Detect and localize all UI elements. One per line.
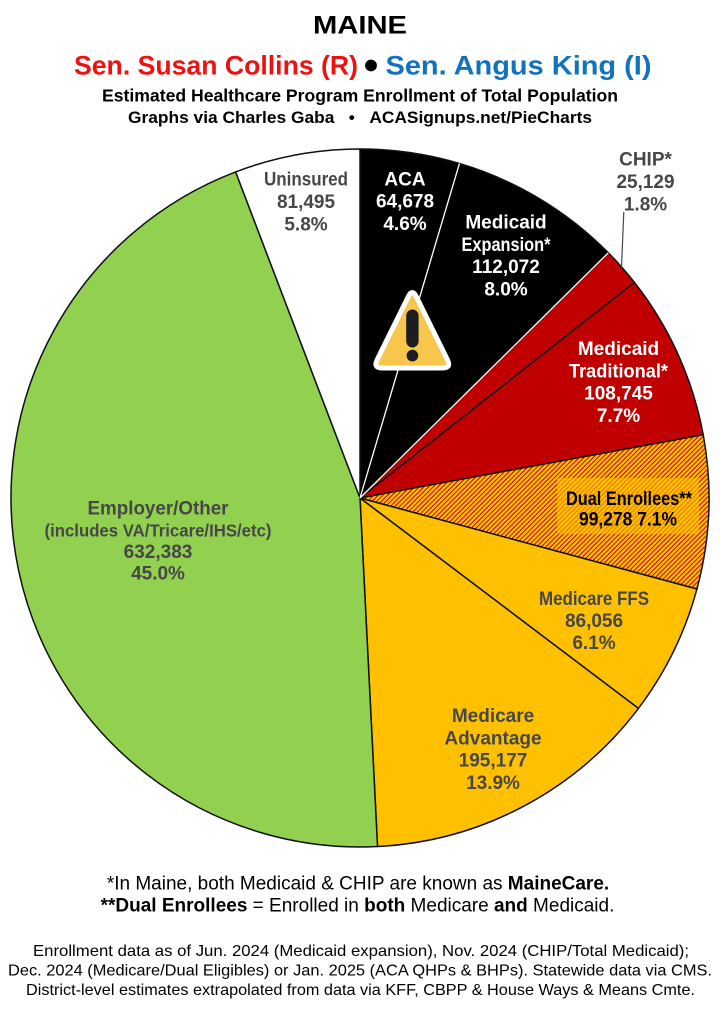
svg-text:MAINE: MAINE: [313, 12, 407, 40]
svg-text:Dec. 2024 (Medicare/Dual Eligi: Dec. 2024 (Medicare/Dual Eligibles) or J…: [8, 963, 712, 980]
svg-text:5.8%: 5.8%: [284, 214, 327, 235]
svg-text:Employer/Other: Employer/Other: [88, 499, 230, 520]
svg-text:Sen. Angus King (I): Sen. Angus King (I): [386, 51, 652, 81]
svg-text:Enrollment data as of Jun. 202: Enrollment data as of Jun. 2024 (Medicai…: [33, 943, 689, 960]
svg-text:4.6%: 4.6%: [383, 214, 426, 235]
svg-text:**Dual Enrollees = Enrolled in: **Dual Enrollees = Enrolled in both Medi…: [101, 896, 615, 917]
svg-text:25,129: 25,129: [616, 172, 674, 193]
svg-text:Medicare FFS: Medicare FFS: [539, 589, 649, 610]
svg-text:64,678: 64,678: [376, 192, 434, 213]
svg-text:*In Maine, both Medicaid & CHI: *In Maine, both Medicaid & CHIP are know…: [107, 874, 609, 895]
svg-text:Estimated Healthcare Program E: Estimated Healthcare Program Enrollment …: [102, 86, 618, 106]
svg-text:(includes VA/Tricare/IHS/etc): (includes VA/Tricare/IHS/etc): [45, 521, 272, 541]
svg-text:Traditional*: Traditional*: [569, 361, 669, 382]
svg-text:ACA: ACA: [384, 170, 425, 191]
svg-text:Graphs via Charles Gaba •: Graphs via Charles Gaba • ACASignups.net…: [128, 108, 592, 127]
svg-text:6.1%: 6.1%: [572, 633, 615, 654]
svg-text:Medicaid: Medicaid: [465, 213, 546, 234]
svg-text:13.9%: 13.9%: [466, 773, 520, 794]
svg-text:CHIP*: CHIP*: [619, 150, 672, 171]
svg-text:108,745: 108,745: [584, 384, 653, 405]
svg-text:Expansion*: Expansion*: [462, 235, 552, 256]
svg-text:Uninsured: Uninsured: [264, 170, 348, 191]
svg-text:86,056: 86,056: [565, 611, 623, 632]
svg-text:District-level estimates extra: District-level estimates extrapolated fr…: [26, 982, 695, 999]
svg-text:8.0%: 8.0%: [484, 279, 527, 300]
svg-text:Advantage: Advantage: [444, 728, 541, 749]
svg-text:Medicaid: Medicaid: [578, 339, 659, 360]
svg-text:Dual Enrollees**: Dual Enrollees**: [566, 489, 693, 510]
svg-text:195,177: 195,177: [459, 751, 528, 772]
svg-text:112,072: 112,072: [472, 257, 540, 278]
svg-text:99,278 7.1%: 99,278 7.1%: [579, 510, 677, 531]
svg-text:45.0%: 45.0%: [131, 564, 185, 585]
svg-text:Sen. Susan Collins (R): Sen. Susan Collins (R): [74, 51, 358, 81]
svg-text:1.8%: 1.8%: [624, 194, 667, 215]
svg-text:632,383: 632,383: [124, 542, 193, 563]
svg-text:Medicare: Medicare: [452, 706, 534, 727]
svg-text:7.7%: 7.7%: [597, 406, 640, 427]
svg-text:81,495: 81,495: [277, 192, 336, 213]
